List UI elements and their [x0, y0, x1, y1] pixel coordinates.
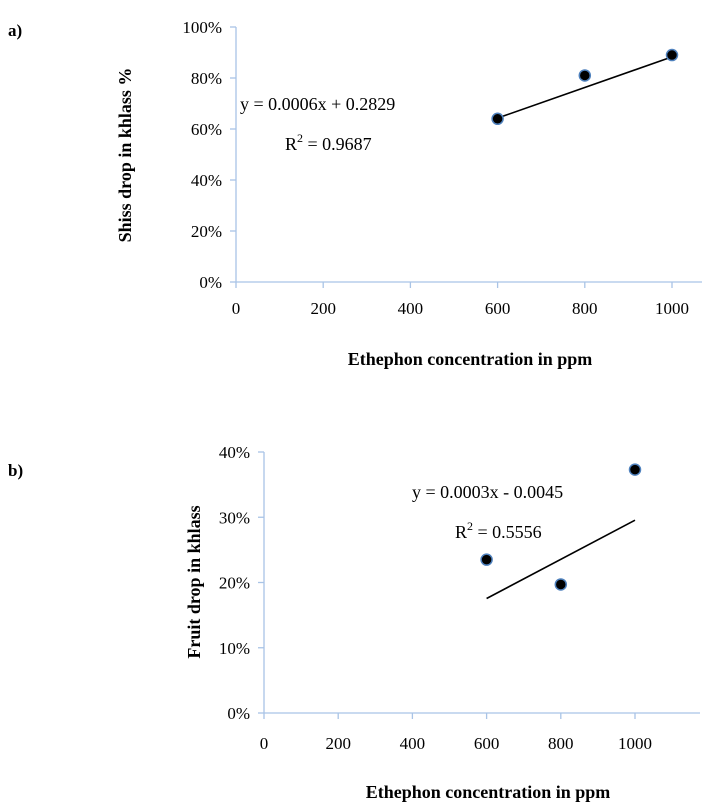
data-point-a-2	[665, 48, 679, 62]
data-point-b-1	[554, 578, 568, 591]
y-axis-title-b: Fruit drop in khlass	[184, 505, 204, 658]
y-tick-label-a-5: 100%	[182, 18, 222, 37]
x-tick-label-b-0: 0	[260, 734, 269, 753]
trendline-b	[486, 519, 636, 600]
y-tick-label-a-3: 60%	[191, 120, 222, 139]
x-tick-label-b-5: 1000	[618, 734, 652, 753]
y-tick-labels-b: 0% 10% 20% 30% 40%	[219, 443, 264, 723]
y-tick-label-a-0: 0%	[199, 273, 222, 292]
trendline-a	[497, 56, 673, 119]
y-axis-title-a: Shiss drop in khlass %	[115, 68, 135, 243]
points-b	[480, 463, 642, 591]
panel-label-b: b)	[8, 461, 23, 480]
data-point-b-0	[480, 553, 493, 566]
x-tick-label-a-2: 400	[398, 299, 424, 318]
data-point-a-1	[578, 69, 592, 82]
y-tick-labels-a: 0% 20% 40% 60% 80% 100%	[182, 18, 236, 292]
x-tick-label-a-4: 800	[572, 299, 598, 318]
equation-a: y = 0.0006x + 0.2829	[240, 94, 395, 114]
points-a	[491, 48, 679, 126]
chart-b: b) 0% 10% 20% 30% 40% 0 200 400 600 800 1000 y = …	[8, 443, 700, 802]
y-tick-label-a-1: 20%	[191, 222, 222, 241]
x-tick-label-b-2: 400	[400, 734, 426, 753]
panel-label-a: a)	[8, 21, 22, 40]
x-tick-label-a-0: 0	[232, 299, 241, 318]
x-tick-label-a-3: 600	[485, 299, 511, 318]
x-tick-labels-a: 0 200 400 600 800 1000	[232, 282, 689, 318]
x-tick-label-b-4: 800	[548, 734, 574, 753]
data-point-a-0	[491, 112, 504, 126]
r-squared-a: R2 = 0.9687	[285, 131, 372, 154]
x-axis-title-a: Ethephon concentration in ppm	[348, 349, 593, 369]
equation-b: y = 0.0003x - 0.0045	[412, 482, 563, 502]
x-tick-label-a-1: 200	[310, 299, 336, 318]
y-tick-label-b-1: 10%	[219, 639, 250, 658]
y-tick-label-b-3: 30%	[219, 508, 250, 527]
data-point-b-2	[628, 463, 642, 476]
x-tick-label-b-1: 200	[325, 734, 351, 753]
x-tick-label-b-3: 600	[474, 734, 500, 753]
x-tick-label-a-5: 1000	[655, 299, 689, 318]
y-tick-label-b-4: 40%	[219, 443, 250, 462]
y-tick-label-a-2: 40%	[191, 171, 222, 190]
x-tick-labels-b: 0 200 400 600 800 1000	[260, 713, 652, 753]
y-tick-label-b-2: 20%	[219, 574, 250, 593]
y-tick-label-a-4: 80%	[191, 69, 222, 88]
r-squared-b: R2 = 0.5556	[455, 519, 542, 542]
chart-a: a) 0%20%40%60%80%100% 0 200 400 600 800 1000 …	[8, 18, 702, 369]
x-axis-title-b: Ethephon concentration in ppm	[366, 782, 611, 802]
y-tick-label-b-0: 0%	[227, 704, 250, 723]
